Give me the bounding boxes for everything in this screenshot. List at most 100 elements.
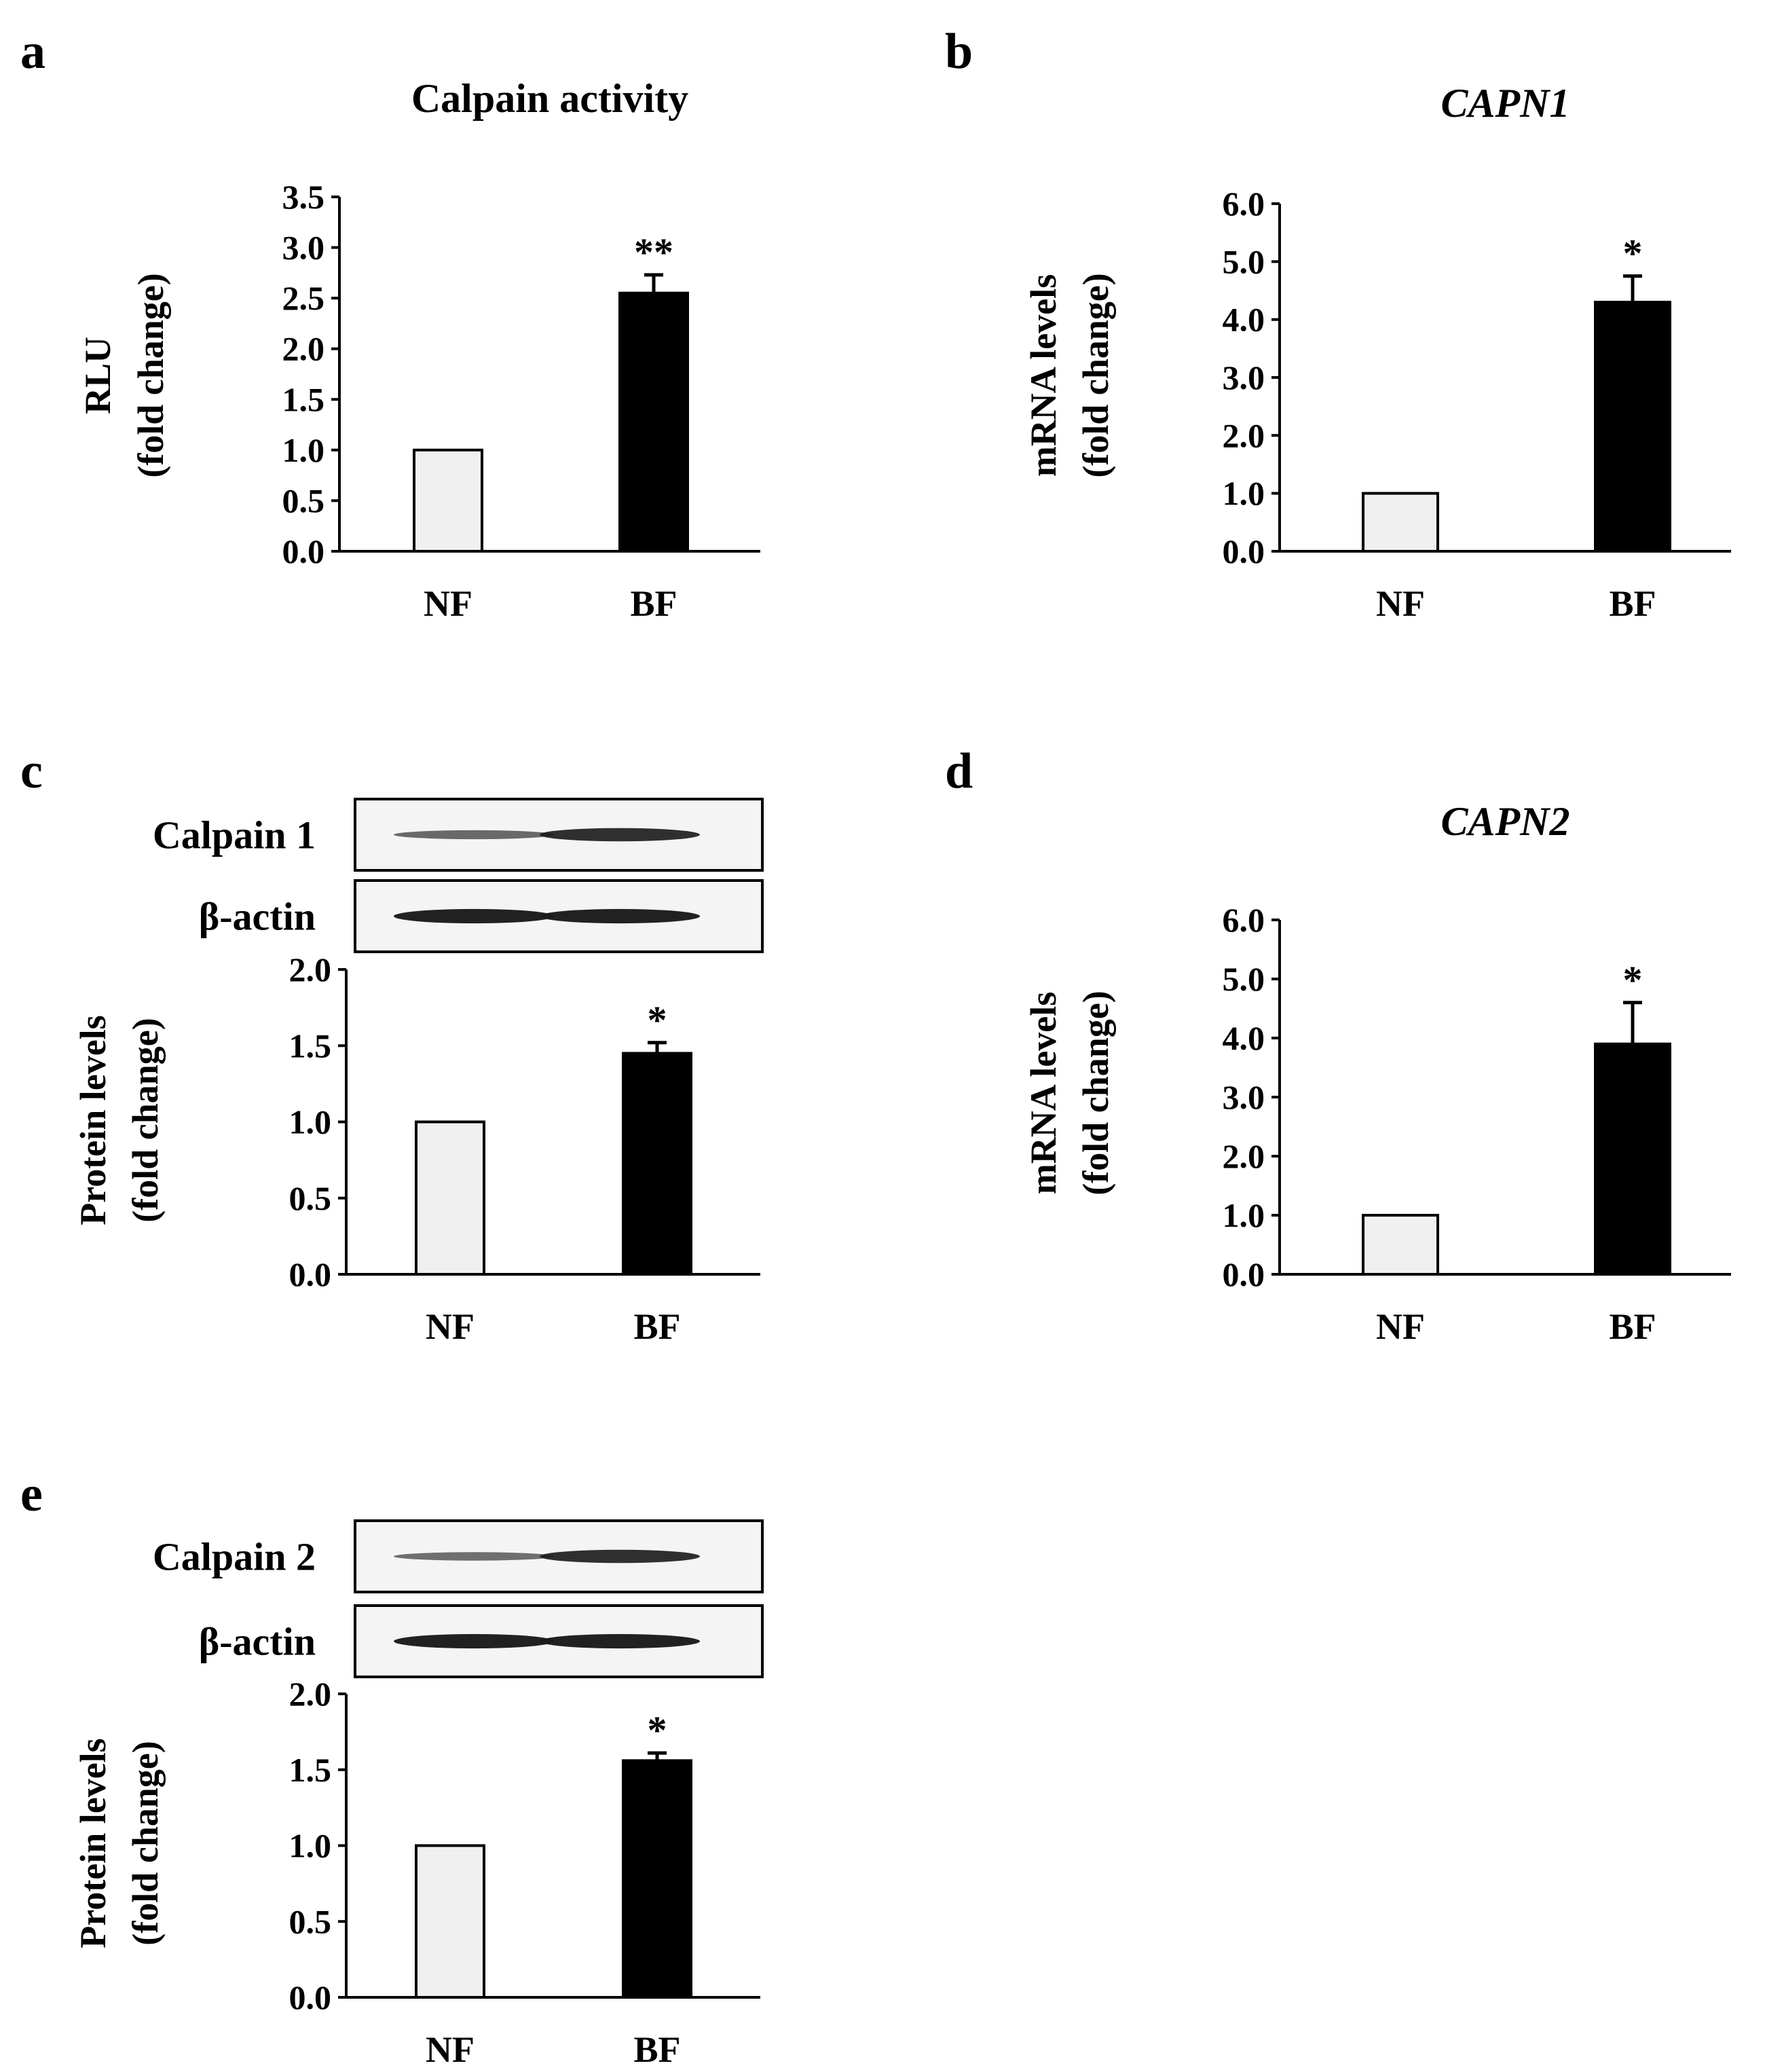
panel-b: b CAPN1 mRNA levels (fold change) 0.0 1.0 2.0 3… <box>945 24 1731 624</box>
y-axis-label-line: (fold change) <box>130 273 171 477</box>
bar-nf <box>415 1120 485 1276</box>
y-tick-label: 0.5 <box>289 1902 332 1940</box>
y-tick-label: 4.0 <box>1223 301 1265 339</box>
blot-band-bf <box>540 828 700 842</box>
significance-marker: * <box>1623 232 1643 276</box>
blot-band-bf <box>540 1549 700 1564</box>
y-tick-label: 4.0 <box>1223 1019 1265 1057</box>
y-tick-label: 1.0 <box>1223 1196 1265 1234</box>
bar-bf <box>622 1759 692 1999</box>
x-category-label: NF <box>424 583 472 624</box>
y-tick-label: 0.0 <box>289 1978 332 2016</box>
y-axis-label: RLU (fold change) <box>77 273 171 477</box>
panel-letter: a <box>20 24 45 79</box>
y-axis-label-line: RLU <box>77 337 118 414</box>
y-tick-label: 0.5 <box>289 1179 332 1217</box>
y-axis-label: Protein levels (fold change) <box>73 1015 166 1225</box>
y-tick-label: 6.0 <box>1223 185 1265 223</box>
bar-bf <box>618 291 689 553</box>
y-tick-label: 2.0 <box>289 1675 332 1713</box>
blot-label: Calpain 2 <box>153 1535 316 1579</box>
y-axis-label-line: (fold change) <box>125 1018 166 1222</box>
bar-bf <box>622 1052 692 1276</box>
y-tick-label: 1.5 <box>282 380 325 418</box>
significance-marker: ** <box>634 230 673 274</box>
blot-label: Calpain 1 <box>153 813 316 857</box>
x-category-label: NF <box>426 1306 475 1347</box>
y-axis-label-line: (fold change) <box>125 1741 166 1945</box>
panel-letter: e <box>20 1466 43 1522</box>
panel-e: e Calpain 2 β-actin Protein levels (fold cha… <box>20 1466 764 2070</box>
chart-title: CAPN2 <box>1441 799 1569 844</box>
y-tick-label: 0.0 <box>289 1255 332 1293</box>
y-tick-label: 2.5 <box>282 279 325 317</box>
x-category-label: NF <box>1376 583 1425 624</box>
panel-c: c Calpain 1 β-actin Protein levels (fold cha… <box>20 743 764 1347</box>
x-category-label: BF <box>633 1306 680 1347</box>
y-tick-label: 6.0 <box>1223 901 1265 939</box>
blot-band-bf <box>540 1633 700 1649</box>
chart-title: Calpain activity <box>411 76 688 121</box>
panel-letter: d <box>945 743 973 799</box>
y-axis-label: Protein levels (fold change) <box>73 1738 166 1948</box>
y-axis-label-line: (fold change) <box>1075 991 1116 1195</box>
y-tick-label: 3.0 <box>1223 358 1265 396</box>
y-tick-label: 5.0 <box>1223 242 1265 280</box>
x-category-label: BF <box>1609 1306 1656 1347</box>
western-blot: β-actin <box>199 1604 764 1678</box>
blot-label: β-actin <box>199 895 316 939</box>
chart-title: CAPN1 <box>1441 81 1569 126</box>
y-tick-label: 3.5 <box>282 178 325 216</box>
blot-band-bf <box>540 908 700 924</box>
y-tick-label: 1.0 <box>1223 475 1265 513</box>
y-tick-label: 1.0 <box>282 431 325 469</box>
y-tick-label: 1.0 <box>289 1103 332 1141</box>
y-axis-label-line: Protein levels <box>73 1738 113 1948</box>
x-category-label: BF <box>1609 583 1656 624</box>
significance-marker: * <box>648 998 667 1042</box>
western-blot: Calpain 1 <box>153 798 764 872</box>
blot-band-nf <box>394 830 554 840</box>
y-tick-label: 2.0 <box>1223 1137 1265 1175</box>
y-tick-label: 1.5 <box>289 1751 332 1789</box>
y-tick-label: 2.0 <box>282 330 325 368</box>
y-tick-label: 2.0 <box>1223 416 1265 454</box>
y-tick-label: 3.0 <box>1223 1078 1265 1116</box>
y-tick-label: 0.0 <box>1223 1255 1265 1293</box>
y-axis-label-line: Protein levels <box>73 1015 113 1225</box>
y-tick-label: 1.0 <box>289 1827 332 1865</box>
western-blot: Calpain 2 <box>153 1519 764 1593</box>
panel-d: d CAPN2 mRNA levels (fold change) 0.0 1.0 2.0 3… <box>945 743 1731 1347</box>
bar-nf <box>1362 1214 1439 1276</box>
x-category-label: BF <box>633 2029 680 2070</box>
y-axis-label: mRNA levels (fold change) <box>1023 273 1116 477</box>
x-category-label: BF <box>630 583 677 624</box>
panel-letter: c <box>20 743 43 799</box>
panel-letter: b <box>945 24 973 79</box>
y-axis-label-line: mRNA levels <box>1023 274 1064 477</box>
y-tick-label: 2.0 <box>289 950 332 988</box>
y-tick-label: 1.5 <box>289 1026 332 1065</box>
bar-nf <box>413 448 483 553</box>
y-axis-label-line: (fold change) <box>1075 273 1116 477</box>
x-category-label: NF <box>426 2029 475 2070</box>
bar-nf <box>415 1844 485 1999</box>
western-blot: β-actin <box>199 879 764 953</box>
blot-band-nf <box>394 908 554 924</box>
y-tick-label: 5.0 <box>1223 960 1265 998</box>
y-tick-label: 0.0 <box>282 532 325 570</box>
panel-a: a Calpain activity RLU (fold change) 0.0 0.5 1… <box>20 24 760 624</box>
blot-band-nf <box>394 1552 554 1561</box>
y-tick-label: 3.0 <box>282 229 325 267</box>
bar-bf <box>1594 301 1671 553</box>
y-axis-label: mRNA levels (fold change) <box>1023 991 1116 1195</box>
y-axis-label-line: mRNA levels <box>1023 992 1064 1194</box>
y-tick-label: 0.0 <box>1223 532 1265 570</box>
blot-label: β-actin <box>199 1620 316 1664</box>
blot-band-nf <box>394 1633 554 1649</box>
significance-marker: * <box>1623 958 1643 1002</box>
x-category-label: NF <box>1376 1306 1425 1347</box>
bar-bf <box>1594 1042 1671 1276</box>
bar-nf <box>1362 492 1439 553</box>
